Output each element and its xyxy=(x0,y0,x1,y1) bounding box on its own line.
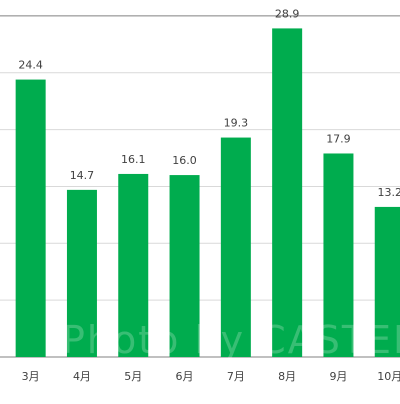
bar-10月 xyxy=(375,207,400,357)
x-tick-5月: 5月 xyxy=(124,370,142,383)
x-tick-3月: 3月 xyxy=(22,370,40,383)
x-tick-6月: 6月 xyxy=(176,370,194,383)
data-label-9月: 17.9 xyxy=(326,132,351,145)
bars xyxy=(16,28,400,357)
data-label-8月: 28.9 xyxy=(275,7,300,20)
bar-4月 xyxy=(67,190,97,357)
data-label-3月: 24.4 xyxy=(18,59,43,72)
x-tick-9月: 9月 xyxy=(329,370,347,383)
bar-3月 xyxy=(16,80,46,357)
bar-7月 xyxy=(221,138,251,357)
data-label-6月: 16.0 xyxy=(172,154,197,167)
x-tick-7月: 7月 xyxy=(227,370,245,383)
data-label-4月: 14.7 xyxy=(70,169,95,182)
bar-5月 xyxy=(118,174,148,357)
x-tick-4月: 4月 xyxy=(73,370,91,383)
bar-9月 xyxy=(323,153,353,357)
x-tick-8月: 8月 xyxy=(278,370,296,383)
bar-8月 xyxy=(272,28,302,357)
data-label-5月: 16.1 xyxy=(121,153,146,166)
data-label-10月: 13.2 xyxy=(378,186,400,199)
x-tick-labels: 3月 4月 5月 6月 7月 8月 9月 10月 xyxy=(22,370,400,383)
bar-6月 xyxy=(170,175,200,357)
x-tick-10月: 10月 xyxy=(377,370,400,383)
data-label-7月: 19.3 xyxy=(224,117,249,130)
